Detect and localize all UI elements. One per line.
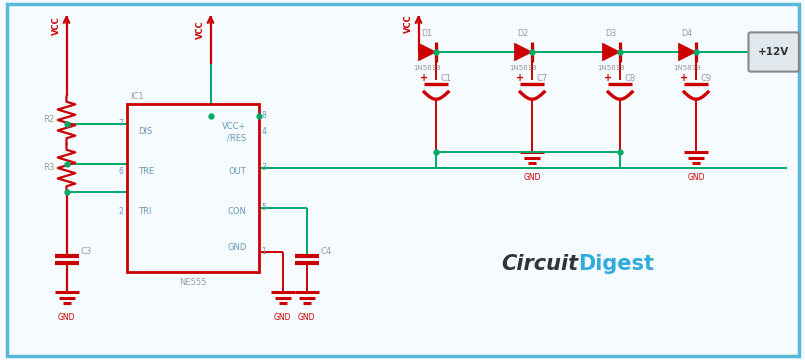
Polygon shape (514, 43, 532, 61)
Text: C4: C4 (321, 247, 332, 256)
Text: D1: D1 (422, 29, 433, 38)
Text: 1N5819: 1N5819 (414, 64, 441, 71)
Text: 2: 2 (118, 207, 123, 216)
Text: D3: D3 (605, 29, 617, 38)
Text: GND: GND (298, 313, 316, 322)
Text: +: + (680, 73, 688, 84)
Text: GND: GND (274, 313, 291, 322)
Text: Digest: Digest (579, 254, 654, 274)
Text: NE555: NE555 (179, 278, 206, 287)
Text: 7: 7 (118, 120, 123, 129)
Text: VCC+: VCC+ (222, 122, 246, 131)
FancyBboxPatch shape (6, 4, 799, 356)
Text: 1N5819: 1N5819 (510, 64, 537, 71)
Text: +: + (604, 73, 612, 84)
Text: 1N5819: 1N5819 (674, 64, 701, 71)
Text: TRE: TRE (138, 167, 155, 176)
Text: D2: D2 (518, 29, 529, 38)
Text: R3: R3 (43, 163, 55, 172)
Text: +: + (420, 73, 428, 84)
Text: +: + (516, 73, 524, 84)
Text: CON: CON (228, 207, 246, 216)
Text: D4: D4 (682, 29, 693, 38)
Text: 1N5819: 1N5819 (597, 64, 625, 71)
Text: Circuit: Circuit (502, 254, 579, 274)
Text: C3: C3 (80, 247, 92, 256)
Text: C8: C8 (624, 74, 635, 83)
Text: C9: C9 (700, 74, 712, 83)
Text: 8: 8 (262, 112, 266, 121)
Text: 6: 6 (118, 167, 123, 176)
Text: VCC: VCC (196, 21, 205, 39)
Text: /RES: /RES (227, 133, 246, 142)
Text: GND: GND (523, 173, 541, 182)
Text: GND: GND (227, 243, 246, 252)
FancyBboxPatch shape (126, 104, 258, 272)
Text: 5: 5 (262, 203, 266, 212)
Text: +12V: +12V (758, 47, 790, 57)
Text: C7: C7 (536, 74, 547, 83)
Text: 1: 1 (262, 248, 266, 256)
Text: GND: GND (58, 313, 75, 322)
Polygon shape (419, 43, 436, 61)
Text: VCC: VCC (52, 17, 61, 35)
Polygon shape (679, 43, 696, 61)
Text: R2: R2 (43, 116, 55, 125)
Polygon shape (602, 43, 620, 61)
Text: C1: C1 (440, 74, 452, 83)
Text: DIS: DIS (138, 127, 153, 136)
Text: GND: GND (687, 173, 705, 182)
Text: 3: 3 (262, 163, 266, 172)
Text: 4: 4 (262, 127, 266, 136)
Text: OUT: OUT (229, 167, 246, 176)
Text: VCC: VCC (404, 15, 414, 33)
FancyBboxPatch shape (749, 32, 799, 72)
Text: IC1: IC1 (130, 92, 144, 101)
Text: TRI: TRI (138, 207, 152, 216)
